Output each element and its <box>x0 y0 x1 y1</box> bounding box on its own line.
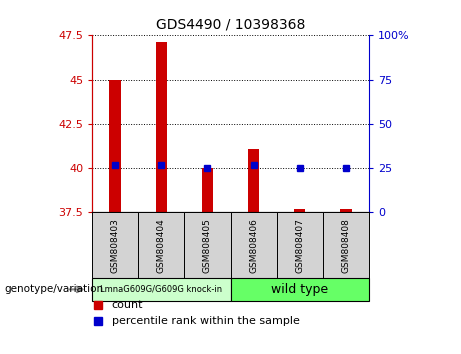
Text: GSM808406: GSM808406 <box>249 218 258 273</box>
Bar <box>155 42 167 212</box>
Bar <box>230 212 277 278</box>
Text: percentile rank within the sample: percentile rank within the sample <box>112 316 300 326</box>
Text: GSM808405: GSM808405 <box>203 218 212 273</box>
Bar <box>340 209 351 212</box>
Bar <box>201 168 213 212</box>
Title: GDS4490 / 10398368: GDS4490 / 10398368 <box>156 17 305 32</box>
Bar <box>184 212 230 278</box>
Bar <box>294 209 305 212</box>
Text: GSM808408: GSM808408 <box>341 218 350 273</box>
Bar <box>110 80 121 212</box>
Text: GSM808407: GSM808407 <box>295 218 304 273</box>
Text: GSM808404: GSM808404 <box>157 218 166 273</box>
Bar <box>92 212 138 278</box>
Bar <box>138 212 184 278</box>
Bar <box>323 212 369 278</box>
Text: count: count <box>112 300 143 310</box>
Text: LmnaG609G/G609G knock-in: LmnaG609G/G609G knock-in <box>100 285 222 294</box>
Bar <box>248 149 259 212</box>
Bar <box>92 278 230 301</box>
Bar <box>277 212 323 278</box>
Text: GSM808403: GSM808403 <box>111 218 120 273</box>
Bar <box>230 278 369 301</box>
Text: genotype/variation: genotype/variation <box>5 284 104 295</box>
Text: wild type: wild type <box>271 283 328 296</box>
